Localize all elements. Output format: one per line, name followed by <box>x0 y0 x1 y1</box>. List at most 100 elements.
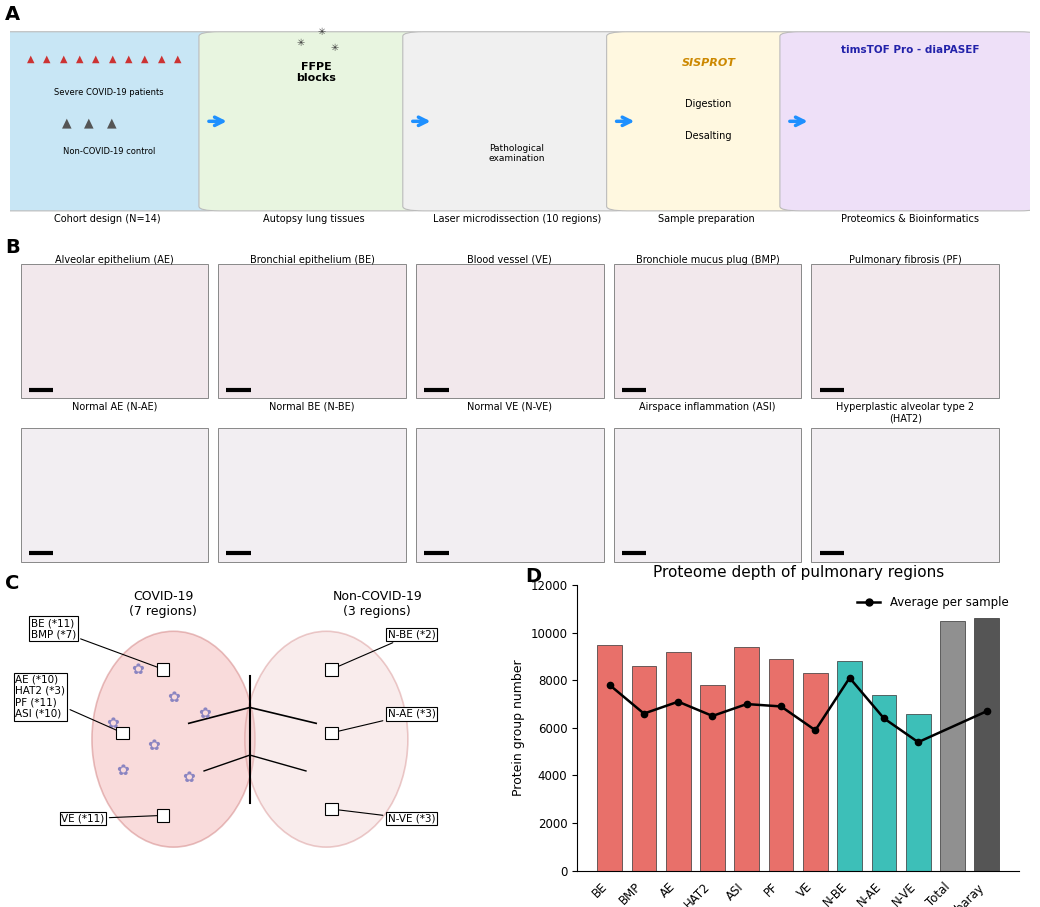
Bar <box>326 803 338 815</box>
Bar <box>872 695 896 871</box>
Y-axis label: Protein group number: Protein group number <box>512 659 525 796</box>
Text: Airspace inflammation (ASI): Airspace inflammation (ASI) <box>640 402 776 412</box>
Text: ▲: ▲ <box>157 54 165 64</box>
Text: Proteomics & Bioinformatics: Proteomics & Bioinformatics <box>841 214 979 225</box>
Bar <box>974 619 999 871</box>
Bar <box>21 428 208 561</box>
Bar <box>837 661 862 871</box>
Bar <box>811 265 999 398</box>
Title: Proteome depth of pulmonary regions: Proteome depth of pulmonary regions <box>652 565 944 580</box>
Text: N-VE (*3): N-VE (*3) <box>334 809 435 824</box>
Text: Severe COVID-19 patients: Severe COVID-19 patients <box>54 89 164 97</box>
Text: Autopsy lung tissues: Autopsy lung tissues <box>263 214 364 225</box>
Bar <box>940 620 965 871</box>
Bar <box>416 265 603 398</box>
Text: A: A <box>5 5 21 24</box>
Bar <box>734 647 759 871</box>
Text: timsTOF Pro - diaPASEF: timsTOF Pro - diaPASEF <box>841 44 980 55</box>
Bar <box>157 663 170 676</box>
Bar <box>218 265 406 398</box>
Text: C: C <box>5 574 20 593</box>
Text: ▲: ▲ <box>44 54 51 64</box>
Bar <box>416 428 603 561</box>
Text: ▲: ▲ <box>106 116 116 129</box>
Text: SISPROT: SISPROT <box>681 58 735 69</box>
Text: ✿: ✿ <box>198 707 210 721</box>
Text: Desalting: Desalting <box>685 131 732 141</box>
Text: ✿: ✿ <box>116 764 129 778</box>
Text: ✿: ✿ <box>167 690 180 706</box>
Bar <box>157 809 170 822</box>
Text: ✳: ✳ <box>296 38 305 48</box>
Text: B: B <box>5 239 20 258</box>
Text: ▲: ▲ <box>27 54 34 64</box>
Text: ✿: ✿ <box>106 716 119 731</box>
Text: ▲: ▲ <box>108 54 116 64</box>
Bar <box>803 673 828 871</box>
Bar <box>218 428 406 561</box>
Text: Bronchial epithelium (BE): Bronchial epithelium (BE) <box>250 255 374 265</box>
FancyBboxPatch shape <box>780 32 1040 211</box>
Bar <box>597 645 622 871</box>
Bar <box>700 685 725 871</box>
Text: ▲: ▲ <box>93 54 100 64</box>
FancyBboxPatch shape <box>0 32 225 211</box>
Text: BE (*11)
BMP (*7): BE (*11) BMP (*7) <box>31 618 160 668</box>
Text: N-BE (*2): N-BE (*2) <box>334 629 436 668</box>
Text: ▲: ▲ <box>61 116 72 129</box>
Bar <box>769 658 794 871</box>
Legend: Average per sample: Average per sample <box>852 591 1013 613</box>
Text: AE (*10)
HAT2 (*3)
PF (*11)
ASI (*10): AE (*10) HAT2 (*3) PF (*11) ASI (*10) <box>16 674 120 732</box>
Text: Non-COVID-19 control: Non-COVID-19 control <box>63 148 155 156</box>
Text: ▲: ▲ <box>59 54 68 64</box>
Bar <box>614 428 801 561</box>
Bar <box>811 428 999 561</box>
Bar <box>666 652 691 871</box>
Text: Pulmonary fibrosis (PF): Pulmonary fibrosis (PF) <box>849 255 962 265</box>
Text: Sample preparation: Sample preparation <box>657 214 754 225</box>
Text: Hyperplastic alveolar type 2
(HAT2): Hyperplastic alveolar type 2 (HAT2) <box>836 402 974 424</box>
Bar <box>906 714 931 871</box>
FancyBboxPatch shape <box>606 32 805 211</box>
Bar <box>21 265 208 398</box>
FancyBboxPatch shape <box>402 32 632 211</box>
Text: Pathological
examination: Pathological examination <box>489 144 545 163</box>
Text: ▲: ▲ <box>76 54 83 64</box>
Text: Bronchiole mucus plug (BMP): Bronchiole mucus plug (BMP) <box>635 255 779 265</box>
Text: ✳: ✳ <box>317 26 326 37</box>
Text: Laser microdissection (10 regions): Laser microdissection (10 regions) <box>434 214 601 225</box>
Text: Cohort design (N=14): Cohort design (N=14) <box>54 214 160 225</box>
Ellipse shape <box>92 631 255 847</box>
Text: ✿: ✿ <box>131 662 145 677</box>
Text: Blood vessel (VE): Blood vessel (VE) <box>467 255 552 265</box>
Text: Digestion: Digestion <box>685 99 732 110</box>
Bar <box>631 666 656 871</box>
Bar <box>116 727 129 739</box>
Text: ▲: ▲ <box>141 54 149 64</box>
Text: FFPE
blocks: FFPE blocks <box>296 62 336 83</box>
Text: Normal VE (N-VE): Normal VE (N-VE) <box>467 402 552 412</box>
Text: VE (*11): VE (*11) <box>61 814 160 824</box>
FancyBboxPatch shape <box>199 32 428 211</box>
Text: N-AE (*3): N-AE (*3) <box>334 709 436 732</box>
Ellipse shape <box>244 631 408 847</box>
Text: ▲: ▲ <box>84 116 94 129</box>
Text: Non-COVID-19
(3 regions): Non-COVID-19 (3 regions) <box>333 590 422 618</box>
Bar <box>614 265 801 398</box>
Bar <box>326 663 338 676</box>
Text: ✿: ✿ <box>147 738 159 753</box>
Text: D: D <box>525 567 542 586</box>
Text: ▲: ▲ <box>174 54 181 64</box>
Text: Normal BE (N-BE): Normal BE (N-BE) <box>269 402 355 412</box>
Text: Normal AE (N-AE): Normal AE (N-AE) <box>72 402 157 412</box>
Bar <box>326 727 338 739</box>
Text: COVID-19
(7 regions): COVID-19 (7 regions) <box>129 590 198 618</box>
Text: ✿: ✿ <box>182 770 196 785</box>
Text: ✳: ✳ <box>331 43 339 53</box>
Text: ▲: ▲ <box>125 54 132 64</box>
Text: Alveolar epithelium (AE): Alveolar epithelium (AE) <box>55 255 174 265</box>
